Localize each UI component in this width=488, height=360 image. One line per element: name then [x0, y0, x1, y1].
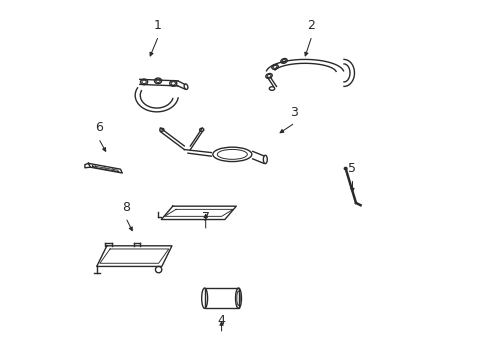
Bar	[204, 288, 238, 309]
Text: 3: 3	[289, 105, 297, 118]
Text: 2: 2	[307, 19, 315, 32]
Text: 6: 6	[95, 121, 103, 135]
Text: 8: 8	[122, 201, 130, 214]
Text: 4: 4	[217, 315, 225, 328]
Text: 5: 5	[348, 162, 356, 175]
Text: 7: 7	[201, 211, 209, 224]
Text: 1: 1	[154, 19, 162, 32]
